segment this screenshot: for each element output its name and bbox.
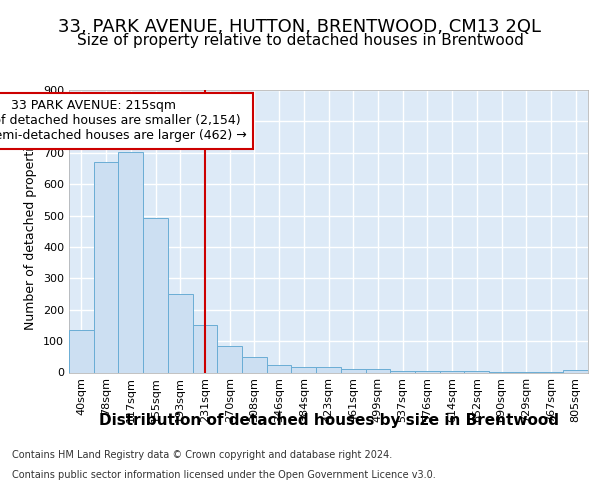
Text: Distribution of detached houses by size in Brentwood: Distribution of detached houses by size … xyxy=(99,412,559,428)
Bar xyxy=(415,371,440,372)
Text: Contains public sector information licensed under the Open Government Licence v3: Contains public sector information licen… xyxy=(12,470,436,480)
Bar xyxy=(464,371,489,372)
Bar xyxy=(440,371,464,372)
Bar xyxy=(242,358,267,372)
Y-axis label: Number of detached properties: Number of detached properties xyxy=(25,132,37,330)
Bar xyxy=(217,346,242,372)
Text: 33, PARK AVENUE, HUTTON, BRENTWOOD, CM13 2QL: 33, PARK AVENUE, HUTTON, BRENTWOOD, CM13… xyxy=(59,18,542,36)
Bar xyxy=(292,367,316,372)
Bar xyxy=(365,370,390,372)
Text: Contains HM Land Registry data © Crown copyright and database right 2024.: Contains HM Land Registry data © Crown c… xyxy=(12,450,392,460)
Bar xyxy=(94,162,118,372)
Bar xyxy=(316,367,341,372)
Bar xyxy=(118,152,143,372)
Bar xyxy=(267,364,292,372)
Bar xyxy=(563,370,588,372)
Text: 33 PARK AVENUE: 215sqm
← 82% of detached houses are smaller (2,154)
18% of semi-: 33 PARK AVENUE: 215sqm ← 82% of detached… xyxy=(0,100,247,142)
Bar xyxy=(341,370,365,372)
Bar xyxy=(69,330,94,372)
Bar xyxy=(193,326,217,372)
Text: Size of property relative to detached houses in Brentwood: Size of property relative to detached ho… xyxy=(77,32,523,48)
Bar xyxy=(143,218,168,372)
Bar xyxy=(168,294,193,372)
Bar xyxy=(390,370,415,372)
